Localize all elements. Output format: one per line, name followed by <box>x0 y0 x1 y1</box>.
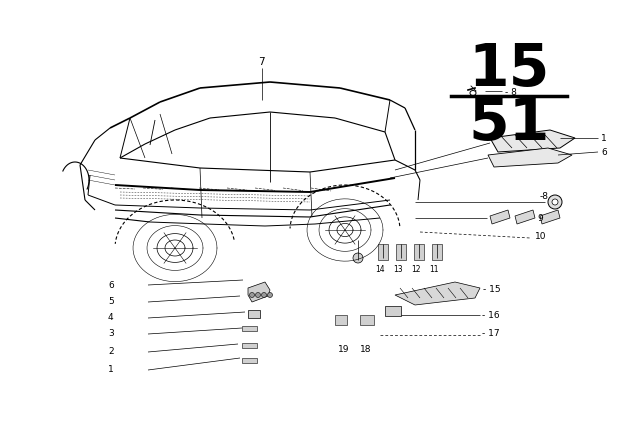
Bar <box>385 306 401 316</box>
Polygon shape <box>395 282 480 305</box>
Text: - 15: - 15 <box>483 285 500 294</box>
Bar <box>242 358 257 363</box>
Text: 3: 3 <box>108 329 114 339</box>
Text: 51: 51 <box>468 95 550 152</box>
Circle shape <box>268 293 273 297</box>
Polygon shape <box>490 130 575 152</box>
Polygon shape <box>488 148 572 167</box>
Bar <box>396 244 406 260</box>
Text: 1: 1 <box>601 134 607 142</box>
Text: 15: 15 <box>468 41 550 98</box>
Text: 11: 11 <box>429 266 439 275</box>
Text: 13: 13 <box>393 266 403 275</box>
Bar <box>414 244 424 260</box>
Circle shape <box>255 293 260 297</box>
Text: 1: 1 <box>108 366 114 375</box>
Bar <box>248 310 260 318</box>
Text: - 16: - 16 <box>482 310 500 319</box>
Circle shape <box>262 293 266 297</box>
Circle shape <box>552 199 558 205</box>
Text: - 17: - 17 <box>482 328 500 337</box>
Bar <box>432 244 442 260</box>
Text: 9: 9 <box>537 214 543 223</box>
Text: 14: 14 <box>375 266 385 275</box>
Text: 4: 4 <box>108 314 114 323</box>
Text: 6: 6 <box>601 147 607 156</box>
Polygon shape <box>490 210 510 224</box>
Text: -8: -8 <box>540 191 549 201</box>
Bar <box>360 315 374 325</box>
Text: 7: 7 <box>258 57 264 67</box>
Text: 5: 5 <box>108 297 114 306</box>
Text: 2: 2 <box>108 348 114 357</box>
Bar <box>242 343 257 348</box>
Circle shape <box>250 293 255 297</box>
Text: 19: 19 <box>338 345 349 354</box>
Text: 10: 10 <box>535 232 547 241</box>
Polygon shape <box>540 210 560 224</box>
Bar <box>242 326 257 331</box>
Polygon shape <box>515 210 535 224</box>
Polygon shape <box>248 282 270 302</box>
Bar <box>378 244 388 260</box>
Circle shape <box>548 195 562 209</box>
Text: 6: 6 <box>108 280 114 289</box>
Text: 18: 18 <box>360 345 371 354</box>
Bar <box>335 315 347 325</box>
Text: - 8: - 8 <box>505 87 517 96</box>
Text: 12: 12 <box>412 266 420 275</box>
Circle shape <box>353 253 363 263</box>
